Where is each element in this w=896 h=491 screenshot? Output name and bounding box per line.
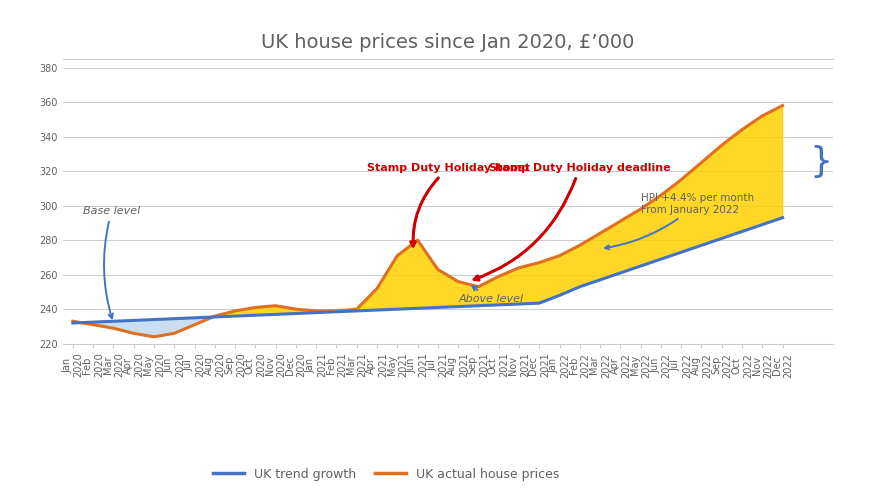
UK actual house prices — [595, 230, 606, 236]
UK actual house prices — [574, 243, 585, 248]
UK actual house prices — [250, 304, 261, 310]
UK trend growth — [210, 314, 220, 320]
UK actual house prices — [656, 192, 667, 198]
Text: Above level: Above level — [458, 286, 523, 304]
UK trend growth — [168, 316, 179, 322]
UK actual house prices — [351, 306, 362, 312]
UK actual house prices — [229, 308, 240, 314]
UK actual house prices — [189, 322, 200, 327]
UK actual house prices — [128, 330, 139, 336]
UK trend growth — [189, 315, 200, 321]
UK actual house prices — [149, 334, 159, 340]
UK trend growth — [67, 320, 78, 326]
UK trend growth — [777, 215, 788, 220]
UK trend growth — [656, 256, 667, 262]
UK trend growth — [149, 317, 159, 323]
Title: UK house prices since Jan 2020, £’000: UK house prices since Jan 2020, £’000 — [262, 33, 634, 52]
UK actual house prices — [635, 206, 646, 212]
UK trend growth — [452, 303, 463, 309]
Text: HPI +4.4% per month
From January 2022: HPI +4.4% per month From January 2022 — [605, 193, 754, 249]
UK trend growth — [271, 311, 281, 317]
UK actual house prices — [88, 322, 99, 327]
UK trend growth — [332, 309, 342, 315]
UK actual house prices — [676, 177, 686, 183]
UK trend growth — [513, 301, 524, 307]
UK trend growth — [250, 312, 261, 318]
UK actual house prices — [615, 218, 625, 224]
UK trend growth — [717, 236, 728, 242]
UK actual house prices — [494, 273, 504, 279]
UK actual house prices — [290, 306, 301, 312]
UK trend growth — [412, 305, 423, 311]
Text: Stamp Duty Holiday deadline: Stamp Duty Holiday deadline — [474, 163, 670, 280]
UK trend growth — [494, 302, 504, 308]
UK actual house prices — [452, 278, 463, 284]
UK trend growth — [311, 310, 322, 316]
UK actual house prices — [392, 253, 402, 259]
UK actual house prices — [737, 127, 747, 133]
UK actual house prices — [210, 313, 220, 319]
UK trend growth — [696, 243, 707, 248]
UK trend growth — [635, 263, 646, 269]
Text: Base level: Base level — [83, 206, 141, 318]
UK trend growth — [534, 300, 545, 306]
UK actual house prices — [168, 330, 179, 336]
UK trend growth — [676, 249, 686, 255]
UK actual house prices — [473, 284, 484, 290]
UK trend growth — [757, 221, 768, 227]
UK actual house prices — [311, 308, 322, 314]
UK actual house prices — [777, 103, 788, 109]
Line: UK trend growth: UK trend growth — [73, 218, 782, 323]
Text: Stamp Duty Holiday boost: Stamp Duty Holiday boost — [366, 163, 530, 246]
UK actual house prices — [513, 265, 524, 271]
UK trend growth — [392, 306, 402, 312]
UK trend growth — [88, 319, 99, 325]
UK actual house prices — [372, 286, 383, 292]
UK actual house prices — [332, 308, 342, 314]
Legend: UK trend growth, UK actual house prices: UK trend growth, UK actual house prices — [208, 463, 564, 486]
UK trend growth — [351, 308, 362, 314]
UK trend growth — [615, 270, 625, 276]
Text: }: } — [809, 145, 832, 179]
UK actual house prices — [717, 142, 728, 148]
UK trend growth — [574, 284, 585, 290]
UK trend growth — [595, 277, 606, 283]
UK trend growth — [737, 229, 747, 235]
UK actual house prices — [433, 267, 444, 273]
Line: UK actual house prices: UK actual house prices — [73, 106, 782, 337]
UK actual house prices — [271, 303, 281, 309]
UK trend growth — [433, 304, 444, 310]
UK actual house prices — [757, 113, 768, 119]
UK trend growth — [372, 307, 383, 313]
UK trend growth — [128, 318, 139, 324]
UK trend growth — [229, 313, 240, 319]
UK actual house prices — [108, 325, 119, 331]
UK trend growth — [554, 293, 564, 299]
UK actual house prices — [412, 237, 423, 243]
UK trend growth — [108, 318, 119, 324]
UK actual house prices — [696, 160, 707, 165]
UK trend growth — [290, 310, 301, 316]
UK actual house prices — [534, 260, 545, 266]
UK actual house prices — [554, 253, 564, 259]
UK actual house prices — [67, 318, 78, 324]
UK trend growth — [473, 303, 484, 309]
